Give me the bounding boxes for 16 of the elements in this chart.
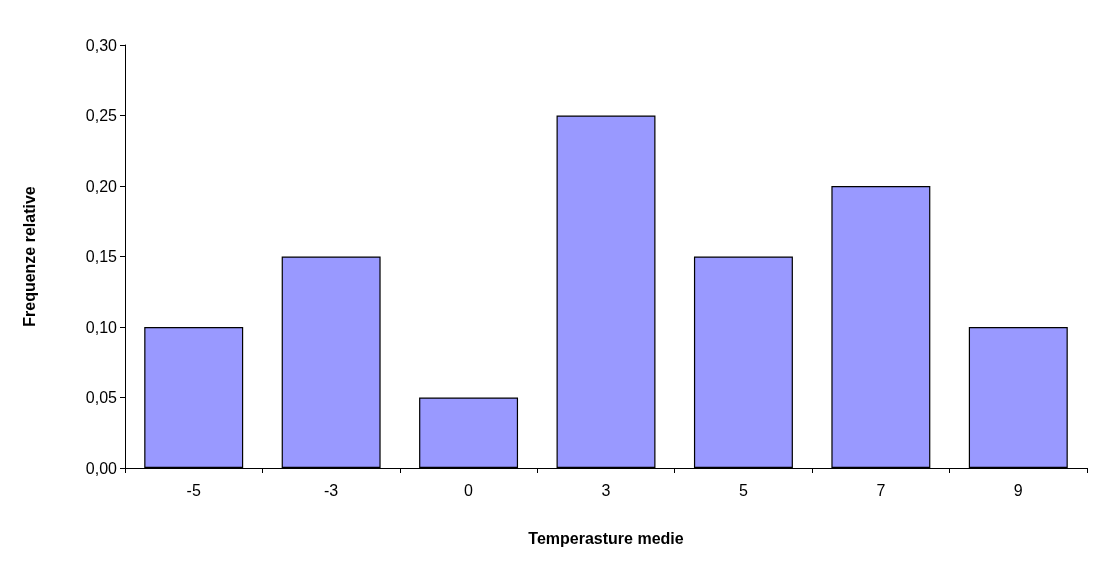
x-tick-label: 5 (738, 481, 748, 499)
y-tick-label: 0,10 (85, 318, 118, 336)
x-axis-title: Temperasture medie (528, 529, 684, 547)
y-axis-title: Frequenze relative (20, 186, 38, 327)
x-tick-label: -5 (186, 481, 201, 499)
x-tick-label: 7 (876, 481, 886, 499)
y-tick-label: 0,15 (85, 248, 118, 265)
x-tick-label: 0 (464, 481, 474, 499)
y-tick-label: 0,25 (85, 107, 118, 124)
x-tick-label: 3 (601, 481, 611, 499)
x-tick-label: 9 (1013, 481, 1023, 499)
x-tick-label: -3 (324, 481, 339, 499)
y-tick-label: 0,05 (85, 389, 118, 406)
y-tick-label: 0,00 (85, 459, 118, 477)
y-tick-label: 0,30 (85, 36, 118, 54)
y-tick-label: 0,20 (85, 177, 118, 195)
